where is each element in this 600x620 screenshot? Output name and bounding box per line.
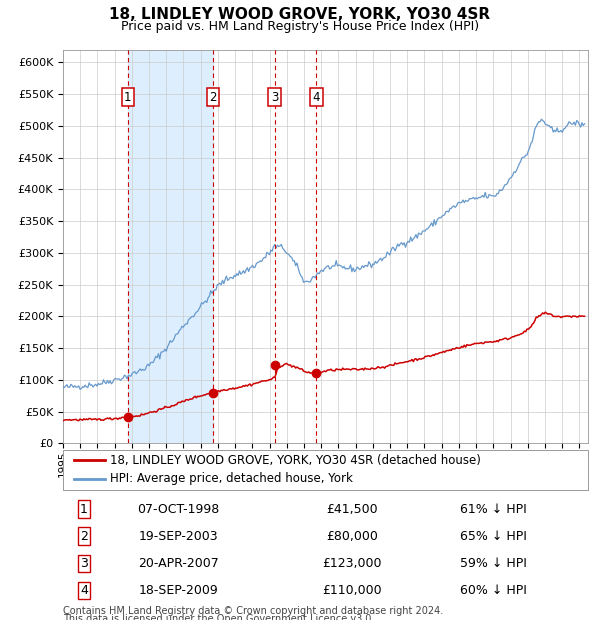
Text: £110,000: £110,000	[322, 584, 382, 597]
Text: 18-SEP-2009: 18-SEP-2009	[139, 584, 218, 597]
Text: 61% ↓ HPI: 61% ↓ HPI	[460, 503, 527, 515]
Text: 18, LINDLEY WOOD GROVE, YORK, YO30 4SR: 18, LINDLEY WOOD GROVE, YORK, YO30 4SR	[109, 7, 491, 22]
Text: 59% ↓ HPI: 59% ↓ HPI	[460, 557, 527, 570]
Text: HPI: Average price, detached house, York: HPI: Average price, detached house, York	[110, 472, 353, 485]
Text: 4: 4	[313, 91, 320, 104]
Text: 3: 3	[271, 91, 278, 104]
Text: 60% ↓ HPI: 60% ↓ HPI	[460, 584, 527, 597]
Text: £80,000: £80,000	[326, 529, 377, 542]
Text: 1: 1	[80, 503, 88, 515]
Text: 3: 3	[80, 557, 88, 570]
Text: £123,000: £123,000	[322, 557, 382, 570]
Text: 2: 2	[80, 529, 88, 542]
Text: 07-OCT-1998: 07-OCT-1998	[137, 503, 220, 515]
Text: 2: 2	[209, 91, 217, 104]
Text: 1: 1	[124, 91, 131, 104]
Text: Price paid vs. HM Land Registry's House Price Index (HPI): Price paid vs. HM Land Registry's House …	[121, 20, 479, 33]
Text: This data is licensed under the Open Government Licence v3.0.: This data is licensed under the Open Gov…	[63, 614, 374, 620]
Text: 65% ↓ HPI: 65% ↓ HPI	[460, 529, 527, 542]
Text: 20-APR-2007: 20-APR-2007	[138, 557, 219, 570]
Bar	[128, 50, 213, 443]
FancyBboxPatch shape	[63, 450, 588, 490]
Text: 4: 4	[80, 584, 88, 597]
Text: 18, LINDLEY WOOD GROVE, YORK, YO30 4SR (detached house): 18, LINDLEY WOOD GROVE, YORK, YO30 4SR (…	[110, 454, 481, 467]
Text: 19-SEP-2003: 19-SEP-2003	[139, 529, 218, 542]
Text: Contains HM Land Registry data © Crown copyright and database right 2024.: Contains HM Land Registry data © Crown c…	[63, 606, 443, 616]
Text: £41,500: £41,500	[326, 503, 377, 515]
